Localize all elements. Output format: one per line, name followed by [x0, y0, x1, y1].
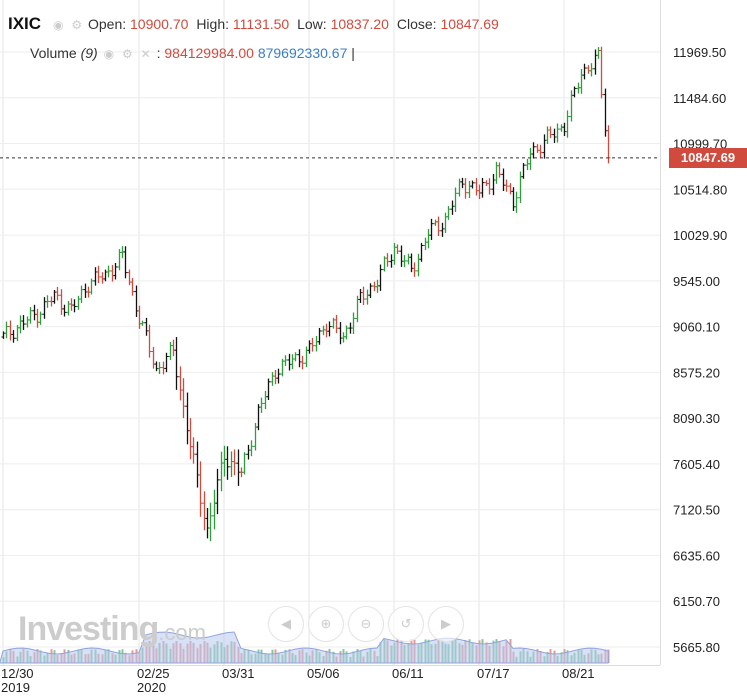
x-tick-label: 07/17	[477, 666, 510, 681]
zoom-reset-icon[interactable]: ↺	[388, 606, 424, 642]
eye-icon[interactable]: ◉	[52, 18, 64, 32]
low-value: 10837.20	[330, 16, 389, 32]
eye-icon[interactable]: ◉	[103, 47, 115, 61]
last-price-tag: 10847.69	[669, 147, 747, 168]
y-tick-label: 7120.50	[673, 503, 720, 518]
x-tick-label: 08/21	[562, 666, 595, 681]
x-tick-label: 03/31	[222, 666, 255, 681]
brand-logo: Investing.com	[18, 610, 206, 648]
high-label: High:	[196, 16, 229, 32]
chevron-left-icon[interactable]: ◀	[268, 606, 304, 642]
high-value: 11131.50	[232, 16, 290, 32]
gear-icon[interactable]: ⚙	[71, 18, 83, 32]
y-tick-label: 6150.70	[673, 594, 720, 609]
volume-ma-value: 879692330.67	[257, 45, 348, 61]
ohlc-header: IXIC ◉ ⚙ Open: 10900.70 High: 11131.50 L…	[8, 14, 503, 34]
zoom-out-icon[interactable]: ⊖	[348, 606, 384, 642]
y-tick-label: 9060.10	[673, 320, 720, 335]
x-tick-sublabel: 2019	[1, 680, 30, 695]
y-tick-label: 9545.00	[673, 274, 720, 289]
y-tick-label: 7605.40	[673, 457, 720, 472]
y-tick-label: 8575.20	[673, 365, 720, 380]
y-tick-label: 10514.80	[673, 182, 727, 197]
y-tick-label: 10029.90	[673, 228, 727, 243]
gear-icon[interactable]: ⚙	[121, 47, 133, 61]
close-value: 10847.69	[440, 16, 499, 32]
x-tick-label: 02/25	[137, 666, 170, 681]
x-tick-label: 06/11	[392, 666, 424, 681]
close-icon[interactable]: ✕	[140, 47, 151, 61]
symbol-label: IXIC	[8, 14, 42, 33]
chevron-right-icon[interactable]: ▶	[428, 606, 464, 642]
volume-value: 984129984.00	[164, 45, 254, 61]
x-tick-label: 05/06	[307, 666, 340, 681]
y-tick-label: 6635.60	[673, 548, 720, 563]
open-label: Open:	[87, 16, 127, 32]
y-tick-label: 10999.70	[673, 137, 727, 152]
open-value: 10900.70	[130, 16, 189, 32]
y-tick-label: 8090.30	[673, 411, 720, 426]
cursor: |	[351, 45, 355, 61]
volume-header: Volume (9) ◉ ⚙ ✕ : 984129984.00 87969233…	[30, 45, 355, 61]
zoom-in-icon[interactable]: ⊕	[308, 606, 344, 642]
volume-label: Volume	[30, 45, 77, 61]
close-label: Close:	[396, 16, 437, 32]
chart-navigation: ◀ ⊕ ⊖ ↺ ▶	[268, 606, 464, 642]
low-label: Low:	[297, 16, 327, 32]
volume-ma-area	[0, 631, 609, 664]
y-tick-label: 5665.80	[673, 640, 720, 655]
x-tick-sublabel: 2020	[137, 680, 166, 695]
x-tick-label: 12/30	[1, 666, 34, 681]
volume-period: (9)	[80, 45, 98, 61]
y-tick-label: 11969.50	[673, 45, 726, 60]
y-tick-label: 11484.60	[673, 91, 726, 106]
